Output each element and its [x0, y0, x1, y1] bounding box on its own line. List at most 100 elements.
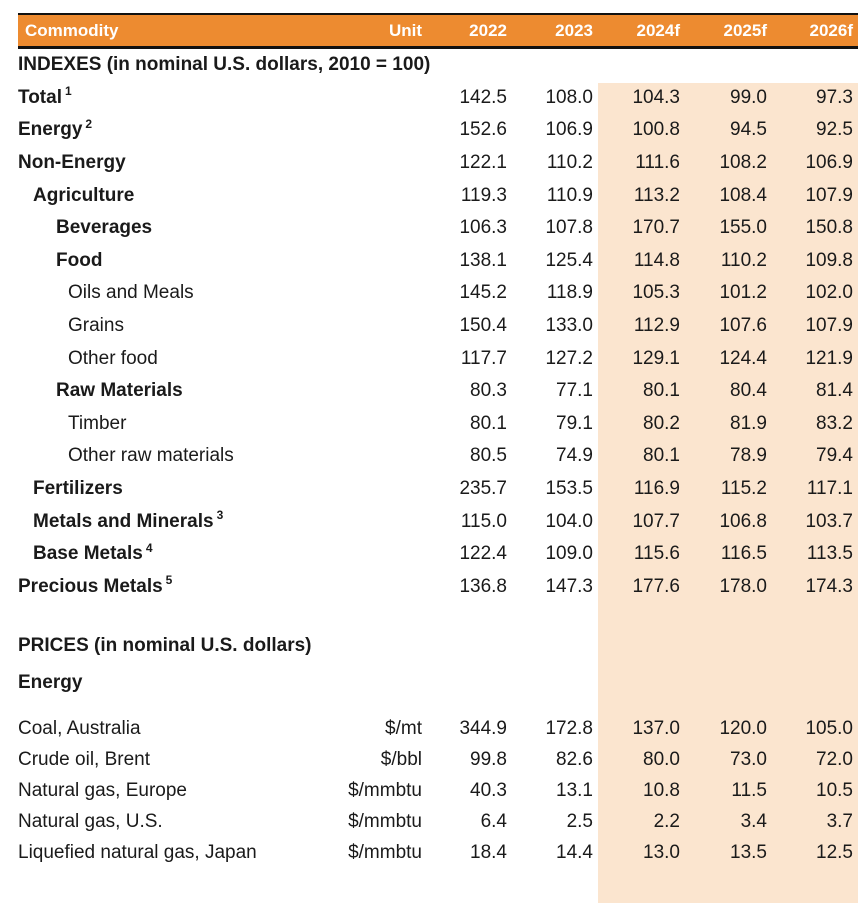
value-cell: 99.8: [470, 748, 507, 770]
table-row: Precious Metals 5 136.8 147.3 177.6 178.0…: [18, 570, 858, 603]
table-row: Other food 117.7 127.2 129.1 124.4 121.9: [18, 342, 858, 375]
value-cell: 106.9: [805, 151, 853, 173]
commodity-label: Other raw materials: [68, 445, 234, 467]
commodity-cell: Oils and Meals: [18, 277, 258, 310]
indexes-section-title: INDEXES (in nominal U.S. dollars, 2010 =…: [18, 54, 431, 76]
table-row: Liquefied natural gas, Japan $/mmbtu 18.…: [18, 837, 858, 868]
table-header-row: Commodity Unit 2022 2023 2024f 2025f 202…: [18, 13, 858, 49]
column-header-2026f: 2026f: [767, 13, 858, 49]
table-row: Natural gas, U.S. $/mmbtu 6.4 2.5 2.2 3.…: [18, 806, 858, 837]
commodity-cell: Crude oil, Brent: [18, 744, 258, 775]
value-cell: 72.0: [816, 748, 853, 770]
value-cell: 152.6: [459, 119, 507, 141]
column-header-unit: Unit: [258, 13, 422, 49]
commodity-label: Liquefied natural gas, Japan: [18, 841, 257, 863]
footnote-marker: 3: [216, 508, 224, 523]
table-row: Crude oil, Brent $/bbl 99.8 82.6 80.0 73…: [18, 744, 858, 775]
value-cell: 106.8: [719, 510, 767, 532]
value-cell: 150.4: [459, 314, 507, 336]
value-cell: 2.2: [653, 810, 680, 832]
commodity-cell: Base Metals 4: [18, 538, 258, 571]
value-cell: 100.8: [632, 119, 680, 141]
value-cell: 117.7: [460, 347, 507, 369]
value-cell: 172.8: [545, 717, 593, 739]
value-cell: 94.5: [730, 119, 767, 141]
unit-cell: [258, 440, 422, 473]
value-cell: 110.2: [546, 151, 593, 173]
value-cell: 107.8: [545, 217, 593, 239]
table-row: Grains 150.4 133.0 112.9 107.6 107.9: [18, 310, 858, 343]
value-cell: 122.4: [459, 543, 507, 565]
column-header-2022: 2022: [422, 13, 507, 49]
unit-cell: [258, 473, 422, 506]
commodity-label: Fertilizers: [33, 477, 123, 499]
value-cell: 127.2: [545, 347, 593, 369]
value-cell: 12.5: [816, 841, 853, 863]
commodity-cell: Food: [18, 244, 258, 277]
commodity-label: Non-Energy: [18, 151, 126, 173]
value-cell: 80.1: [643, 445, 680, 467]
prices-section-title: PRICES (in nominal U.S. dollars): [18, 635, 312, 657]
unit-cell: [258, 147, 422, 180]
unit-cell: [258, 375, 422, 408]
commodity-cell: Fertilizers: [18, 473, 258, 506]
value-cell: 120.0: [719, 717, 767, 739]
unit-cell: [258, 505, 422, 538]
commodity-cell: Natural gas, Europe: [18, 775, 258, 806]
value-cell: 105.3: [632, 282, 680, 304]
value-cell: 13.0: [643, 841, 680, 863]
value-cell: 80.0: [643, 748, 680, 770]
value-cell: 74.9: [556, 445, 593, 467]
energy-group-title: Energy: [18, 671, 83, 693]
spacer: [18, 603, 858, 630]
table-row: Timber 80.1 79.1 80.2 81.9 83.2: [18, 407, 858, 440]
value-cell: 111.6: [635, 151, 680, 173]
indexes-section-title-row: INDEXES (in nominal U.S. dollars, 2010 =…: [18, 48, 858, 82]
value-cell: 122.1: [459, 151, 507, 173]
table-row: Oils and Meals 145.2 118.9 105.3 101.2 1…: [18, 277, 858, 310]
footnote-marker: 2: [85, 117, 93, 132]
value-cell: 129.1: [632, 347, 680, 369]
value-cell: 11.5: [731, 779, 767, 801]
value-cell: 81.4: [816, 380, 853, 402]
unit-cell: [258, 570, 422, 603]
value-cell: 103.7: [805, 510, 853, 532]
commodity-cell: Total 1: [18, 82, 258, 115]
commodity-label: Food: [56, 249, 103, 271]
table-row: Fertilizers 235.7 153.5 116.9 115.2 117.…: [18, 473, 858, 506]
value-cell: 83.2: [816, 412, 853, 434]
commodity-cell: Other food: [18, 342, 258, 375]
value-cell: 115.6: [633, 543, 680, 565]
value-cell: 3.4: [740, 810, 767, 832]
value-cell: 116.5: [720, 543, 767, 565]
table-row: Natural gas, Europe $/mmbtu 40.3 13.1 10…: [18, 775, 858, 806]
commodity-label: Agriculture: [33, 184, 135, 206]
energy-group-title-row: Energy: [18, 667, 858, 700]
commodity-label: Grains: [68, 314, 124, 336]
commodity-label: Base Metals: [33, 543, 143, 565]
value-cell: 105.0: [805, 717, 853, 739]
value-cell: 174.3: [805, 575, 853, 597]
value-cell: 114.8: [633, 249, 680, 271]
commodity-label: Timber: [68, 412, 127, 434]
value-cell: 107.9: [805, 184, 853, 206]
table-row: Total 1 142.5 108.0 104.3 99.0 97.3: [18, 82, 858, 115]
commodity-cell: Raw Materials: [18, 375, 258, 408]
value-cell: 113.5: [806, 543, 853, 565]
value-cell: 13.1: [556, 779, 593, 801]
column-header-commodity: Commodity: [18, 13, 258, 49]
value-cell: 119.3: [460, 184, 507, 206]
value-cell: 124.4: [719, 347, 767, 369]
commodity-label: Natural gas, U.S.: [18, 810, 163, 832]
unit-cell: [258, 342, 422, 375]
commodity-label: Raw Materials: [56, 380, 183, 402]
value-cell: 142.5: [459, 86, 507, 108]
table-row: Other raw materials 80.5 74.9 80.1 78.9 …: [18, 440, 858, 473]
value-cell: 80.3: [470, 380, 507, 402]
value-cell: 150.8: [805, 217, 853, 239]
value-cell: 108.4: [719, 184, 767, 206]
value-cell: 117.1: [806, 477, 853, 499]
value-cell: 97.3: [816, 86, 853, 108]
value-cell: 3.7: [826, 810, 853, 832]
commodity-cell: Agriculture: [18, 179, 258, 212]
